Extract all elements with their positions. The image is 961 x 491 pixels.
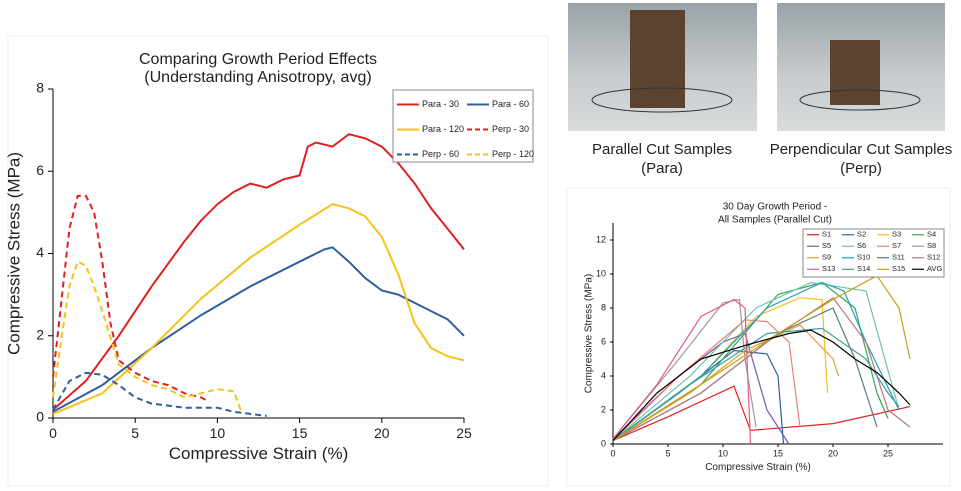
series-line [52,133,465,411]
x-tick-label: 25 [456,425,472,441]
x-tick-label: 0 [610,449,615,459]
y-tick-label: 8 [36,80,44,96]
series-line [612,332,790,445]
y-tick-label: 4 [601,370,606,380]
chart-title: Comparing Growth Period Effects [139,51,377,68]
legend-label: S12 [927,253,940,262]
series-line [52,371,267,417]
legend-label: S11 [892,253,905,262]
y-tick-label: 4 [36,244,44,260]
caption: Parallel Cut Samples [592,141,732,158]
legend-label: Perp - 30 [492,124,529,134]
caption: Perpendicular Cut Samples [770,141,953,158]
legend-label: S3 [892,230,901,239]
legend-label: S14 [857,264,870,273]
series-line [612,281,889,442]
series-line [612,324,840,442]
legend-label: S9 [822,253,831,262]
sample-block [630,10,685,108]
x-tick-label: 20 [374,425,390,441]
legend-label: Para - 60 [492,99,529,109]
series-line [612,385,911,442]
series-line [52,260,244,415]
y-tick-label: 10 [596,268,606,278]
legend-label: S4 [927,230,936,239]
legend-label: Para - 120 [422,124,464,134]
chart-title: 30 Day Growth Period - [723,202,828,213]
caption: (Perp) [840,160,882,177]
legend-label: S15 [892,264,905,273]
x-tick-label: 5 [131,425,139,441]
chart-panel [566,187,951,487]
legend-label: S8 [927,241,936,250]
series-line [612,281,900,442]
series-line [52,203,465,415]
x-tick-label: 10 [718,449,728,459]
legend-label: S5 [822,241,831,250]
y-tick-label: 2 [36,326,44,342]
y-tick-label: 12 [596,234,606,244]
x-tick-label: 0 [49,425,57,441]
legend-label: S7 [892,241,901,250]
legend-label: S6 [857,241,866,250]
series-line [612,274,911,442]
x-tick-label: 15 [773,449,783,459]
caption: (Para) [641,160,683,177]
legend-label: Para - 30 [422,99,459,109]
series-line [612,298,752,445]
legend-label: S10 [857,253,870,262]
plate-ring [799,89,921,111]
legend-label: S2 [857,230,866,239]
y-axis-label: Compressive Stress (MPa) [5,152,24,355]
x-tick-label: 25 [883,449,893,459]
x-tick-label: 10 [210,425,226,441]
y-tick-label: 2 [601,404,606,414]
series-line [612,296,911,442]
legend-label: Perp - 60 [422,149,459,159]
chart-subtitle: (Understanding Anisotropy, avg) [144,69,371,86]
chart-subtitle: All Samples (Parallel Cut) [718,215,832,226]
y-tick-label: 8 [601,302,606,312]
sample-block [830,40,880,105]
series-line [612,327,900,442]
legend-box [392,89,534,163]
series-line [612,329,911,442]
legend-label: AVG [927,264,942,273]
y-tick-label: 0 [36,409,44,425]
series-line [52,246,465,413]
y-tick-label: 6 [601,336,606,346]
series-line [52,194,210,403]
legend-label: S13 [822,264,835,273]
x-tick-label: 15 [292,425,308,441]
y-axis-label: Compressive Stress (MPa) [583,274,594,393]
x-tick-label: 20 [828,449,838,459]
legend-label: Perp - 120 [492,149,534,159]
legend-label: S1 [822,230,831,239]
plate-ring [591,87,733,113]
x-tick-label: 5 [665,449,670,459]
series-line [612,319,801,442]
x-axis-label: Compressive Strain (%) [705,462,811,473]
y-tick-label: 0 [601,438,606,448]
x-axis-label: Compressive Strain (%) [169,444,349,463]
y-tick-label: 6 [36,162,44,178]
